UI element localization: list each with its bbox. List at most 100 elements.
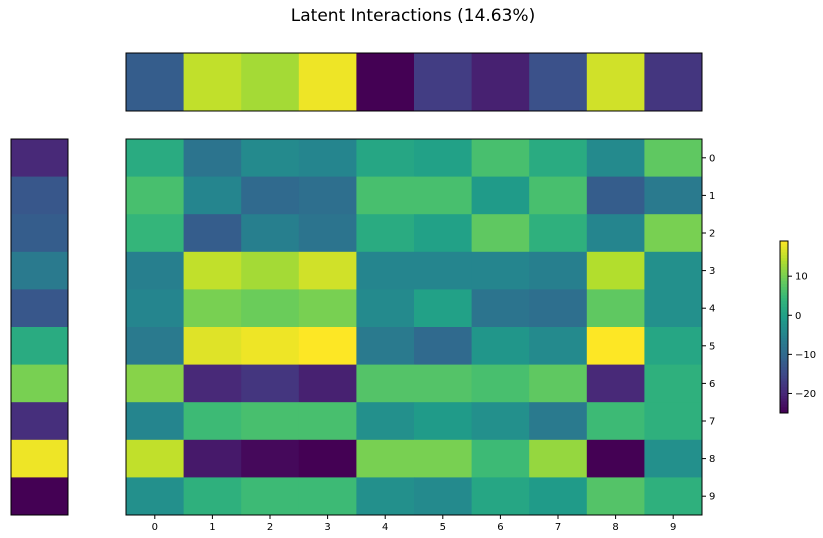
colorbar-segment bbox=[780, 407, 788, 411]
colorbar-segment bbox=[780, 249, 788, 253]
heatmap-cell-3-1 bbox=[183, 251, 242, 290]
heatmap-cell-4-0 bbox=[126, 289, 184, 328]
heatmap-cell-0-9 bbox=[644, 139, 703, 177]
row-tick-label: 1 bbox=[709, 191, 715, 202]
heatmap-cell-2-7 bbox=[529, 214, 588, 253]
heatmap-cell-6-3 bbox=[298, 364, 357, 403]
colorbar-segment bbox=[780, 315, 788, 319]
row-tick-label: 7 bbox=[709, 417, 715, 428]
heatmap-cell-7-9 bbox=[644, 402, 703, 441]
column-tick-label: 0 bbox=[152, 522, 158, 533]
column-tick-label: 6 bbox=[497, 522, 503, 533]
heatmap-cell-9-3 bbox=[298, 477, 357, 516]
top-bar-cell-6 bbox=[471, 53, 530, 111]
colorbar-segment bbox=[780, 258, 788, 262]
colorbar-segment bbox=[780, 349, 788, 354]
heatmap-cell-5-7 bbox=[529, 327, 588, 365]
colorbar-segment bbox=[780, 278, 788, 282]
heatmap-cell-6-4 bbox=[356, 364, 415, 403]
row-tick-label: 0 bbox=[709, 153, 715, 164]
heatmap-cell-8-0 bbox=[126, 439, 184, 478]
heatmap-cell-1-8 bbox=[586, 176, 645, 215]
colorbar-segment bbox=[780, 390, 788, 394]
heatmap-cell-6-8 bbox=[586, 364, 645, 403]
left-bar-cell-5 bbox=[11, 327, 68, 365]
colorbar-segment bbox=[780, 275, 788, 279]
colorbar-tick-label: 0 bbox=[795, 311, 801, 322]
heatmap-cell-1-7 bbox=[529, 176, 588, 215]
left-bar-cell-6 bbox=[11, 364, 68, 403]
colorbar-segment bbox=[780, 263, 788, 268]
left-bar-cell-8 bbox=[11, 439, 68, 478]
colorbar-segment bbox=[780, 272, 788, 276]
heatmap-cell-3-2 bbox=[241, 251, 300, 290]
colorbar-segment bbox=[780, 329, 788, 334]
heatmap-cell-2-6 bbox=[471, 214, 530, 253]
heatmap-cell-4-5 bbox=[414, 289, 472, 328]
heatmap-cell-4-2 bbox=[241, 289, 300, 328]
row-tick-label: 6 bbox=[709, 379, 715, 390]
colorbar-segment bbox=[780, 292, 788, 296]
colorbar-tick-label: 10 bbox=[795, 272, 808, 283]
heatmap-cell-0-3 bbox=[298, 139, 357, 177]
heatmap-cell-0-5 bbox=[414, 139, 472, 177]
colorbar-segment bbox=[780, 395, 788, 400]
heatmap-cell-1-3 bbox=[298, 176, 357, 215]
colorbar-segment bbox=[780, 286, 788, 291]
colorbar-segment bbox=[780, 324, 788, 328]
heatmap-cell-4-4 bbox=[356, 289, 415, 328]
top-bar-cell-7 bbox=[529, 53, 588, 111]
heatmap-cell-1-2 bbox=[241, 176, 300, 215]
heatmap-cell-1-0 bbox=[126, 176, 184, 215]
colorbar-segment bbox=[780, 266, 788, 271]
colorbar-segment bbox=[780, 289, 788, 294]
heatmap-cell-7-8 bbox=[586, 402, 645, 441]
colorbar-segment bbox=[780, 281, 788, 285]
colorbar-segment bbox=[780, 312, 788, 317]
colorbar-segment bbox=[780, 246, 788, 251]
colorbar-frame bbox=[779, 240, 789, 414]
heatmap-cell-8-5 bbox=[414, 439, 472, 478]
heatmap-cell-4-6 bbox=[471, 289, 530, 328]
heatmap-cell-9-8 bbox=[586, 477, 645, 516]
colorbar-segment bbox=[780, 306, 788, 311]
colorbar-segment bbox=[780, 404, 788, 408]
heatmap-cell-7-7 bbox=[529, 402, 588, 441]
colorbar-segment bbox=[780, 252, 788, 256]
colorbar-segment bbox=[780, 381, 788, 385]
heatmap-cell-0-2 bbox=[241, 139, 300, 177]
heatmap-cell-5-9 bbox=[644, 327, 703, 365]
colorbar-segment bbox=[780, 367, 788, 371]
chart-title: Latent Interactions (14.63%) bbox=[291, 6, 535, 26]
heatmap-cell-3-8 bbox=[586, 251, 645, 290]
heatmap-cell-9-2 bbox=[241, 477, 300, 516]
colorbar-tick-label: −10 bbox=[795, 350, 816, 361]
heatmap-cell-8-4 bbox=[356, 439, 415, 478]
colorbar-segment bbox=[780, 298, 788, 302]
heatmap-cell-5-0 bbox=[126, 327, 184, 365]
heatmap-cell-4-8 bbox=[586, 289, 645, 328]
heatmap-cell-4-3 bbox=[298, 289, 357, 328]
heatmap-cell-9-5 bbox=[414, 477, 472, 516]
colorbar: 10 0 −10 −20 bbox=[779, 240, 816, 414]
colorbar-segment bbox=[780, 261, 788, 265]
colorbar-segment bbox=[780, 401, 788, 405]
heatmap-cell-1-4 bbox=[356, 176, 415, 215]
heatmap-cell-8-8 bbox=[586, 439, 645, 478]
heatmap-cell-3-0 bbox=[126, 251, 184, 290]
colorbar-segment bbox=[780, 332, 788, 337]
colorbar-segment bbox=[780, 361, 788, 365]
heatmap-cell-5-5 bbox=[414, 327, 472, 365]
heatmap-cell-9-6 bbox=[471, 477, 530, 516]
heatmap-cell-9-9 bbox=[644, 477, 703, 516]
colorbar-segment bbox=[780, 321, 788, 325]
heatmap-cell-2-1 bbox=[183, 214, 242, 253]
colorbar-segment bbox=[780, 344, 788, 348]
heatmap-cell-8-6 bbox=[471, 439, 530, 478]
colorbar-segment bbox=[780, 304, 788, 308]
colorbar-segment bbox=[780, 384, 788, 388]
colorbar-segment bbox=[780, 372, 788, 377]
heatmap-cell-2-3 bbox=[298, 214, 357, 253]
interaction-heatmap bbox=[125, 138, 703, 516]
top-bar-cell-0 bbox=[126, 53, 184, 111]
